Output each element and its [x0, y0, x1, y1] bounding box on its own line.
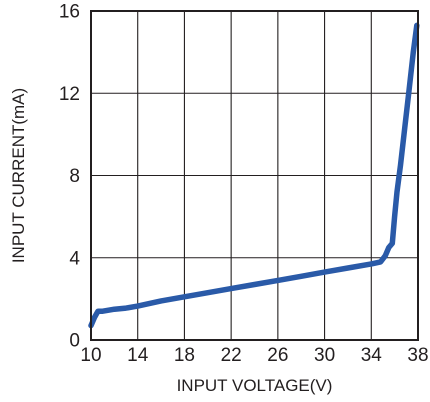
- y-tick-label: 12: [59, 84, 80, 105]
- x-tick-label: 30: [314, 345, 335, 366]
- x-tick-label: 38: [407, 345, 428, 366]
- y-tick-label: 0: [69, 331, 80, 352]
- plot-frame: [90, 10, 419, 341]
- y-axis-title: INPUT CURRENT(mA): [9, 88, 28, 263]
- series-group: [88, 22, 420, 329]
- x-tick-label: 18: [174, 345, 195, 366]
- series-line: [88, 22, 420, 329]
- y-tick-label: 8: [69, 166, 80, 187]
- tick-labels: 10 14 18 22 26 30 34 38 0 4 8 12 16: [59, 2, 429, 367]
- x-tick-label: 14: [127, 345, 149, 366]
- y-tick-label: 4: [69, 248, 80, 269]
- grid: [91, 11, 418, 340]
- x-tick-label: 26: [267, 345, 288, 366]
- x-tick-label: 22: [221, 345, 242, 366]
- y-tick-label: 16: [59, 2, 80, 23]
- x-tick-label: 10: [80, 345, 101, 366]
- x-tick-label: 34: [361, 345, 383, 366]
- x-axis-title: INPUT VOLTAGE(V): [177, 376, 333, 395]
